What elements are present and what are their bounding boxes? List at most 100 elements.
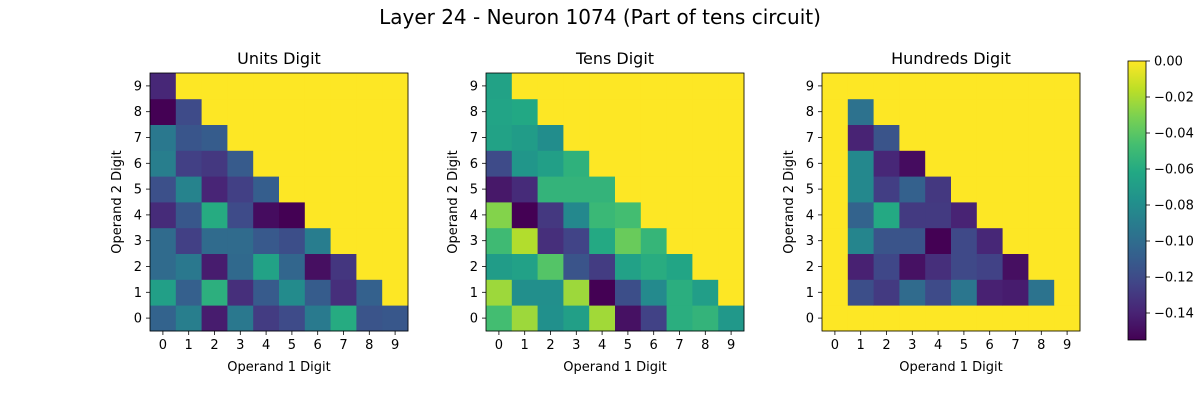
- heatmap-cell: [1054, 305, 1081, 332]
- heatmap-cell: [537, 253, 564, 280]
- y-tick-label: 9: [470, 79, 478, 94]
- x-tick-label: 7: [675, 338, 683, 353]
- heatmap-cell: [1028, 176, 1055, 203]
- heatmap-cell: [951, 279, 978, 306]
- heatmap-cell: [976, 202, 1003, 229]
- heatmap-cell: [201, 176, 228, 203]
- plot-frame: [821, 72, 1081, 332]
- heatmap-cell: [1054, 253, 1081, 280]
- heatmap-cell: [847, 150, 874, 177]
- heatmap-cell: [486, 305, 513, 332]
- heatmap-cell: [899, 305, 926, 332]
- heatmap-cell: [356, 124, 383, 151]
- heatmap-cell: [330, 98, 357, 125]
- heatmap-cell: [382, 124, 409, 151]
- y-tick-label: 5: [134, 183, 142, 198]
- y-tick-label: 9: [134, 79, 142, 94]
- heatmap-cell: [563, 73, 590, 100]
- x-tick-label: 1: [185, 338, 193, 353]
- heatmap-cell: [330, 124, 357, 151]
- heatmap-cell: [279, 124, 306, 151]
- y-tick-label: 7: [470, 131, 478, 146]
- heatmap-cell: [589, 176, 616, 203]
- heatmap-cell: [356, 176, 383, 203]
- heatmap-cell: [847, 279, 874, 306]
- heatmap-cell: [718, 227, 745, 254]
- heatmap-cell: [563, 253, 590, 280]
- heatmap-cell: [537, 227, 564, 254]
- heatmap-cell: [976, 98, 1003, 125]
- heatmap-cell: [899, 253, 926, 280]
- heatmap-cell: [666, 98, 693, 125]
- x-tick-label: 9: [727, 338, 735, 353]
- heatmap-cell: [925, 202, 952, 229]
- x-tick-label: 0: [159, 338, 167, 353]
- y-tick-label: 6: [134, 157, 142, 172]
- heatmap-cell: [718, 176, 745, 203]
- heatmap-cell: [615, 253, 642, 280]
- heatmap-cell: [356, 73, 383, 100]
- heatmap-cell: [537, 202, 564, 229]
- x-axis-label: Operand 1 Digit: [899, 360, 1002, 375]
- heatmap-cell: [951, 253, 978, 280]
- heatmap-cell: [486, 227, 513, 254]
- colorbar-tick-label: −0.04: [1154, 127, 1194, 142]
- heatmap-cell: [640, 305, 667, 332]
- x-tick-label: 7: [339, 338, 347, 353]
- heatmap-panel-1: 0 1 2 3 4 5 6 7 8 9 0 1 2 3 4 5 6 7 8 9 Units Digit Operand 1…: [110, 49, 409, 375]
- heatmap-cell: [692, 124, 719, 151]
- heatmap-cell: [304, 202, 331, 229]
- x-tick-label: 5: [624, 338, 632, 353]
- heatmap-cell: [718, 202, 745, 229]
- heatmap-cell: [718, 98, 745, 125]
- heatmap-cell: [537, 150, 564, 177]
- heatmap-cell: [511, 305, 538, 332]
- heatmap-cell: [253, 150, 280, 177]
- heatmap-cell: [692, 202, 719, 229]
- panel-title: Tens Digit: [575, 49, 654, 68]
- heatmap-cell: [692, 227, 719, 254]
- y-tick-label: 3: [134, 234, 142, 249]
- y-tick-label: 4: [470, 208, 478, 223]
- heatmap-cell: [666, 227, 693, 254]
- colorbar-tick-label: −0.08: [1154, 199, 1194, 214]
- x-tick-label: 7: [1011, 338, 1019, 353]
- x-tick-label: 5: [288, 338, 296, 353]
- heatmap-cell: [692, 73, 719, 100]
- heatmap-cell: [666, 253, 693, 280]
- x-axis-label: Operand 1 Digit: [563, 360, 666, 375]
- heatmap-cell: [175, 202, 202, 229]
- heatmap-cell: [615, 202, 642, 229]
- y-tick-label: 6: [470, 157, 478, 172]
- heatmap-cell: [1002, 253, 1029, 280]
- heatmap-cell: [279, 253, 306, 280]
- figure-title: Layer 24 - Neuron 1074 (Part of tens cir…: [379, 5, 821, 29]
- heatmap-cell: [873, 176, 900, 203]
- heatmap-cell: [563, 150, 590, 177]
- y-tick-label: 8: [806, 105, 814, 120]
- heatmap-cell: [563, 279, 590, 306]
- heatmap-cell: [666, 202, 693, 229]
- heatmap-panel-3: 0 1 2 3 4 5 6 7 8 9 0 1 2 3 4 5 6 7 8 9 Hundreds Digit Operan…: [782, 49, 1081, 375]
- heatmap-cell: [150, 202, 177, 229]
- heatmap-cell: [976, 279, 1003, 306]
- heatmap-cell: [486, 124, 513, 151]
- heatmap-cell: [615, 279, 642, 306]
- heatmap-cell: [822, 98, 849, 125]
- heatmap-cell: [873, 73, 900, 100]
- heatmap-cell: [640, 253, 667, 280]
- heatmap-cell: [356, 305, 383, 332]
- heatmap-cell: [486, 202, 513, 229]
- heatmap-cell: [899, 176, 926, 203]
- heatmap-cell: [227, 253, 254, 280]
- heatmap-cell: [1028, 98, 1055, 125]
- heatmap-cell: [356, 227, 383, 254]
- heatmap-cell: [692, 279, 719, 306]
- x-tick-label: 6: [986, 338, 994, 353]
- heatmap-cell: [537, 98, 564, 125]
- heatmap-cell: [382, 176, 409, 203]
- x-tick-label: 2: [210, 338, 218, 353]
- heatmap-cell: [1002, 176, 1029, 203]
- y-axis-label: Operand 2 Digit: [446, 150, 461, 253]
- heatmap-cell: [253, 98, 280, 125]
